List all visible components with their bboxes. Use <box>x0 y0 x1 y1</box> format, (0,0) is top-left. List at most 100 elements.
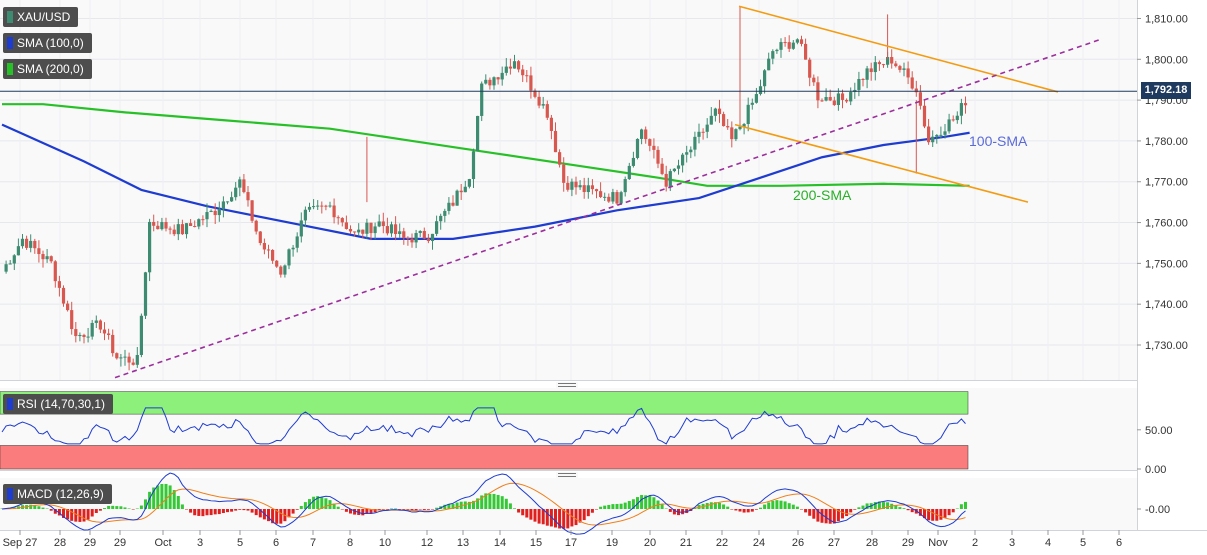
macd-histogram-bar <box>418 509 422 510</box>
macd-histogram-bar <box>148 491 152 509</box>
macd-histogram-bar <box>923 509 926 519</box>
rsi-resize-handle[interactable] <box>556 382 578 388</box>
candle-body <box>898 66 902 70</box>
candle-body <box>656 149 660 164</box>
candle-body <box>189 223 193 226</box>
rsi-line <box>1 407 966 445</box>
sma100-legend[interactable]: SMA (100,0) <box>3 33 92 53</box>
candle-body <box>660 163 664 174</box>
x-tick-label: 29 <box>84 537 96 549</box>
candle-body <box>566 182 570 190</box>
candle-body <box>480 83 484 116</box>
macd-line-path <box>1 472 966 535</box>
macd-histogram-bar <box>185 509 188 510</box>
macd-histogram-bar <box>144 499 147 509</box>
macd-histogram-bar <box>197 509 201 516</box>
x-tick-label: 2 <box>972 537 978 549</box>
candle-body <box>234 187 238 198</box>
macd-histogram-bar <box>78 509 82 522</box>
candle-body <box>418 230 422 234</box>
macd-histogram-bar <box>488 493 492 509</box>
macd-histogram-bar <box>754 509 758 510</box>
x-tick-label: 17 <box>565 537 577 549</box>
macd-histogram-bar <box>566 509 570 529</box>
rsi-path <box>1 407 966 445</box>
macd-histogram-bar <box>521 509 525 516</box>
macd-histogram-bar <box>898 507 902 509</box>
x-tick-label: 8 <box>347 537 353 549</box>
candle-body <box>828 97 832 101</box>
macd-histogram-bar <box>258 509 262 518</box>
macd-histogram-bar <box>66 509 70 520</box>
candle-body <box>361 229 365 234</box>
x-tick-label: 6 <box>1116 537 1122 549</box>
instrument-label[interactable]: XAU/USD <box>3 7 79 27</box>
x-tick-label: 3 <box>1009 537 1015 549</box>
macd-histogram-bar <box>808 509 812 516</box>
candle-body <box>722 114 726 127</box>
macd-histogram-bar <box>918 509 922 516</box>
macd-histogram-bar <box>373 509 377 513</box>
macd-histogram-bar <box>775 500 779 509</box>
macd-histogram-bar <box>139 505 143 509</box>
candle-body <box>959 103 963 116</box>
macd-color-swatch <box>7 488 13 500</box>
sma-200-line <box>2 103 970 187</box>
candle-body <box>312 206 316 208</box>
macd-histogram-bar <box>943 509 947 518</box>
macd-histogram-bar <box>365 509 369 514</box>
macd-histogram-bar <box>718 502 721 509</box>
candle-body <box>492 77 496 86</box>
candle-body <box>29 240 33 248</box>
macd-histogram-bar <box>763 504 767 509</box>
candle-body <box>529 75 533 91</box>
macd-histogram-bar <box>246 509 250 511</box>
candle-body <box>451 202 455 206</box>
candle-body <box>869 68 873 73</box>
macd-histogram-bar <box>451 503 455 509</box>
macd-histogram-bar <box>779 500 783 509</box>
candle-body <box>455 190 459 206</box>
macd-histogram-bar <box>554 509 557 528</box>
candle-body <box>775 49 779 52</box>
macd-histogram-bar <box>156 485 160 509</box>
candle-body <box>389 224 394 234</box>
sma200-color-swatch <box>7 63 13 75</box>
macd-legend[interactable]: MACD (12,26,9) <box>3 484 112 504</box>
x-tick-label: 13 <box>457 537 469 549</box>
macd-resize-handle[interactable] <box>556 472 578 478</box>
macd-histogram-bar <box>172 490 176 509</box>
candle-body <box>549 117 553 131</box>
channel-lower-line[interactable] <box>734 123 1029 203</box>
candle-body <box>627 165 631 180</box>
candle-body <box>406 237 410 239</box>
macd-histogram-bar <box>578 509 582 523</box>
macd-histogram-bar <box>74 509 78 522</box>
macd-histogram-bar <box>193 509 197 516</box>
x-tick-label: 15 <box>530 537 542 549</box>
candle-body <box>197 219 201 227</box>
candle-body <box>631 157 635 166</box>
rsi-legend[interactable]: RSI (14,70,30,1) <box>3 394 114 414</box>
y-tick-label: 1,780.00 <box>1145 136 1188 148</box>
macd-histogram-bar <box>394 508 398 509</box>
candle-body <box>947 119 951 132</box>
macd-histogram-bar <box>455 502 459 509</box>
channel-upper-line[interactable] <box>738 5 1059 93</box>
ascending-trend-line[interactable] <box>114 38 1103 379</box>
candle-body <box>16 246 20 256</box>
macd-histogram-bar <box>86 509 90 520</box>
sma200-legend[interactable]: SMA (200,0) <box>3 59 92 79</box>
candle-body <box>279 266 283 275</box>
candle-body <box>574 181 578 188</box>
macd-histogram-bar <box>164 483 168 509</box>
x-tick-label: 27 <box>828 537 840 549</box>
macd-histogram-bar <box>791 504 795 509</box>
candle-body <box>746 104 750 125</box>
sma200-annotation: 200-SMA <box>793 187 852 203</box>
candle-body <box>849 92 853 102</box>
candle-body <box>496 77 500 80</box>
x-tick-label: 28 <box>54 537 66 549</box>
macd-histogram-bar <box>820 509 824 523</box>
macd-histogram-bar <box>299 505 303 509</box>
